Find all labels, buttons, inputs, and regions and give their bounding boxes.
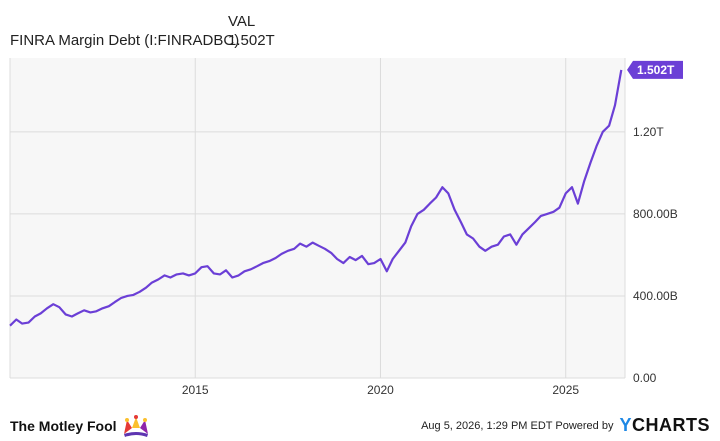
x-tick-label: 2025	[552, 383, 579, 397]
brand-name: The Motley Fool	[10, 418, 117, 434]
y-tick-label: 0.00	[633, 371, 657, 385]
y-tick-label: 1.20T	[633, 125, 664, 139]
last-value-label: 1.502T	[637, 63, 675, 77]
plot-area	[10, 58, 625, 378]
motley-fool-logo: The Motley Fool	[10, 413, 151, 439]
x-tick-label: 2015	[182, 383, 209, 397]
x-tick-label: 2020	[367, 383, 394, 397]
chart-legend: VAL FINRA Margin Debt (I:FINRADBC) 1.502…	[0, 0, 300, 52]
ycharts-y: Y	[619, 415, 632, 435]
y-tick-label: 400.00B	[633, 289, 678, 303]
timestamp-credit: Aug 5, 2026, 1:29 PM EDT Powered by	[421, 419, 614, 432]
chart-credit: Aug 5, 2026, 1:29 PM EDT Powered by YCHA…	[421, 415, 710, 436]
legend-column-header: VAL	[228, 13, 256, 30]
legend-series-value: 1.502T	[228, 32, 275, 49]
footer: The Motley Fool Aug 5, 2026, 1:29 PM EDT…	[0, 405, 720, 441]
jester-hat-icon	[123, 415, 148, 437]
line-chart: 0.00 400.00B 800.00B 1.20T 2015 2020 2025 1.5…	[9, 58, 683, 397]
y-axis-tick-labels: 0.00 400.00B 800.00B 1.20T	[633, 125, 678, 385]
y-tick-label: 800.00B	[633, 207, 678, 221]
legend-series-name: FINRA Margin Debt (I:FINRADBC)	[10, 32, 240, 49]
ycharts-wordmark: CHARTS	[632, 415, 710, 435]
x-gridlines	[194, 58, 567, 378]
last-value-badge-shape	[627, 60, 683, 79]
series-line-finra-margin-debt	[9, 69, 623, 327]
x-axis-tick-labels: 2015 2020 2025	[182, 383, 580, 397]
ycharts-logo: YCHARTS	[619, 415, 710, 436]
last-value-badge: 1.502T	[627, 60, 683, 79]
